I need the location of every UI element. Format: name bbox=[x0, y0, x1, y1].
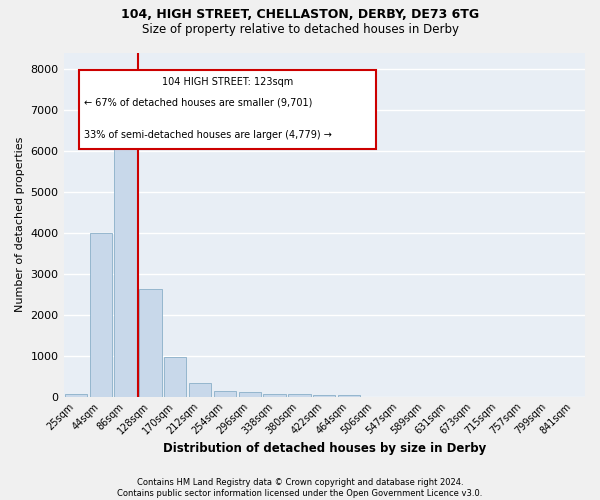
Bar bbox=[288, 394, 311, 396]
Bar bbox=[239, 392, 261, 396]
Bar bbox=[189, 383, 211, 396]
Bar bbox=[338, 394, 360, 396]
Text: Contains HM Land Registry data © Crown copyright and database right 2024.
Contai: Contains HM Land Registry data © Crown c… bbox=[118, 478, 482, 498]
Bar bbox=[115, 126, 137, 396]
Text: 104 HIGH STREET: 123sqm: 104 HIGH STREET: 123sqm bbox=[162, 76, 293, 86]
Bar bbox=[139, 290, 161, 397]
Text: 33% of semi-detached houses are larger (4,779) →: 33% of semi-detached houses are larger (… bbox=[85, 130, 332, 140]
Text: ← 67% of detached houses are smaller (9,701): ← 67% of detached houses are smaller (9,… bbox=[85, 98, 313, 108]
Bar bbox=[65, 394, 87, 396]
Text: 104, HIGH STREET, CHELLASTON, DERBY, DE73 6TG: 104, HIGH STREET, CHELLASTON, DERBY, DE7… bbox=[121, 8, 479, 20]
Bar bbox=[263, 394, 286, 396]
Bar bbox=[313, 394, 335, 396]
Y-axis label: Number of detached properties: Number of detached properties bbox=[15, 137, 25, 312]
Bar bbox=[214, 392, 236, 396]
X-axis label: Distribution of detached houses by size in Derby: Distribution of detached houses by size … bbox=[163, 442, 486, 455]
FancyBboxPatch shape bbox=[79, 70, 376, 149]
Bar bbox=[164, 358, 187, 397]
Bar bbox=[89, 232, 112, 396]
Text: Size of property relative to detached houses in Derby: Size of property relative to detached ho… bbox=[142, 22, 458, 36]
